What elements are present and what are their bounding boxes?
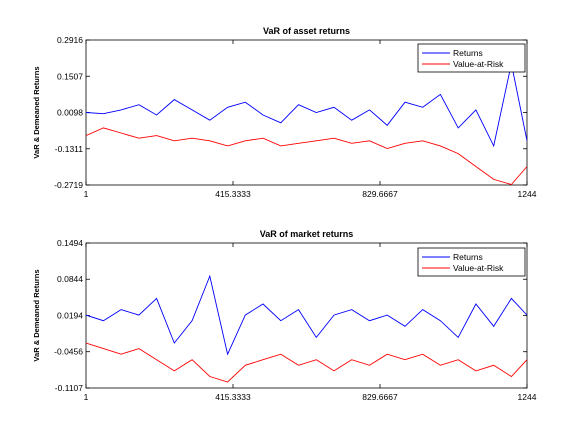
x-tick-label: 829.6667 (362, 392, 398, 402)
legend-label: Value-at-Risk (453, 263, 504, 273)
chart-panel-1: VaR of asset returns VaR & Demeaned Retur… (32, 26, 537, 199)
y-axis-label: VaR & Demeaned Returns (32, 66, 41, 158)
legend-label: Returns (453, 252, 483, 262)
y-axis-label: VaR & Demeaned Returns (32, 269, 41, 361)
x-tick-label: 415.3333 (215, 392, 251, 402)
x-tick-label: 829.6667 (362, 189, 398, 199)
legend-label: Returns (453, 48, 483, 58)
y-tick-label: 0.2916 (57, 35, 83, 45)
y-tick-label: 0.1507 (57, 71, 83, 81)
series-line-value-at-risk (86, 342, 527, 383)
y-tick-label: 0.1494 (57, 238, 83, 248)
legend-box (417, 247, 526, 277)
y-tick-label: 0.0844 (57, 274, 83, 284)
series-line-returns (86, 274, 527, 356)
y-tick-label: -0.1311 (55, 144, 83, 154)
legend-label: Value-at-Risk (453, 59, 504, 69)
y-tick-label: -0.2719 (54, 180, 83, 190)
chart-title: VaR of asset returns (263, 26, 350, 36)
x-tick-label: 1 (84, 392, 89, 402)
chart-title: VaR of market returns (260, 229, 354, 239)
x-tick-label: 1244 (518, 189, 537, 199)
x-tick-label: 1244 (518, 392, 537, 402)
y-tick-label: -0.1107 (55, 383, 83, 393)
x-tick-label: 415.3333 (215, 189, 251, 199)
legend-box (417, 43, 526, 73)
series-line-returns (86, 63, 527, 148)
y-tick-label: 0.0194 (57, 310, 83, 320)
x-tick-label: 1 (84, 189, 89, 199)
chart-panel-2: VaR of market returns VaR & Demeaned Retu… (32, 229, 537, 402)
series-line-value-at-risk (86, 127, 527, 185)
y-tick-label: 0.0098 (57, 108, 83, 118)
y-tick-label: -0.0456 (54, 347, 83, 357)
